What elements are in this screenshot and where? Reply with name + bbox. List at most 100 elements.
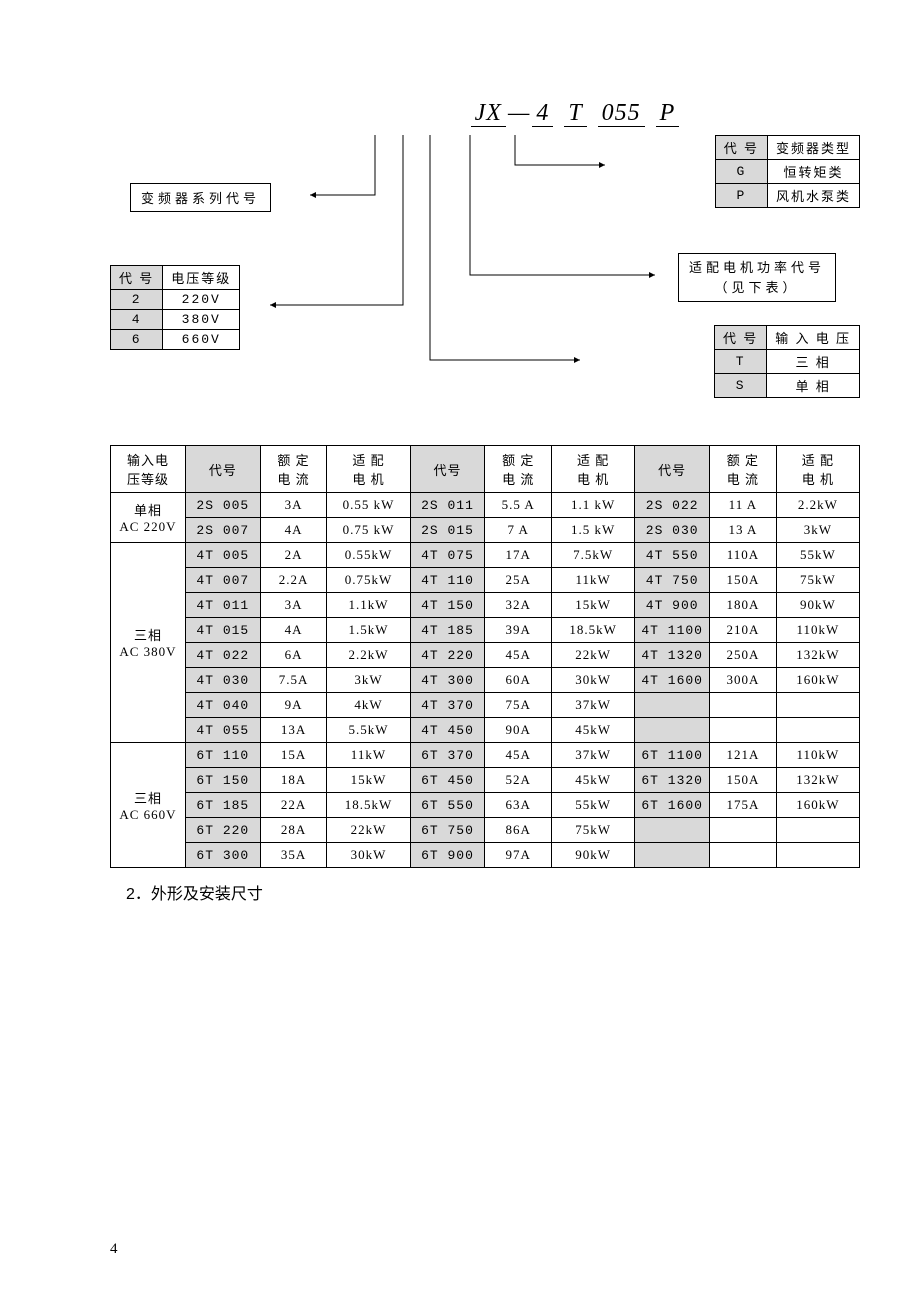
table-row: 6T 22028A22kW6T 75086A75kW: [111, 818, 860, 843]
cell-a2: 52A: [485, 768, 552, 793]
cell-c1: 4T 015: [185, 618, 260, 643]
group-label: 三相AC 660V: [111, 743, 186, 868]
cell-c3: 4T 750: [635, 568, 710, 593]
cell-m1: 4kW: [327, 693, 410, 718]
cell-m1: 0.75 kW: [327, 518, 410, 543]
cell-c2: 4T 150: [410, 593, 485, 618]
model-seg3: 055: [598, 100, 645, 127]
model-prefix: JX: [471, 100, 506, 127]
table-row: 4T 0307.5A3kW4T 30060A30kW4T 1600300A160…: [111, 668, 860, 693]
spec-table: 输入电压等级 代号 额 定电 流 适 配电 机 代号 额 定电 流 适 配电 机…: [110, 445, 860, 868]
cell-a1: 28A: [260, 818, 327, 843]
table-row: 6T 18522A18.5kW6T 55063A55kW6T 1600175A1…: [111, 793, 860, 818]
cell-m2: 75kW: [552, 818, 635, 843]
cell-m1: 0.55 kW: [327, 493, 410, 518]
cell-a2: 97A: [485, 843, 552, 868]
cell-c1: 6T 300: [185, 843, 260, 868]
cell-a2: 39A: [485, 618, 552, 643]
cell-m2: 55kW: [552, 793, 635, 818]
cell-m2: 37kW: [552, 693, 635, 718]
cell-m2: 7.5kW: [552, 543, 635, 568]
table-row: 4T 0154A1.5kW4T 18539A18.5kW4T 1100210A1…: [111, 618, 860, 643]
cell-a2: 25A: [485, 568, 552, 593]
naming-diagram: 变频器系列代号 代 号电压等级 2220V 4380V 6660V 代 号变频器…: [110, 135, 860, 425]
page-number: 4: [110, 1241, 118, 1258]
model-seg4: P: [656, 100, 680, 127]
cell-c3: 4T 1320: [635, 643, 710, 668]
cell-a3: [710, 843, 777, 868]
cell-m2: 18.5kW: [552, 618, 635, 643]
cell-m3: [776, 843, 859, 868]
group-label: 单相AC 220V: [111, 493, 186, 543]
cell-c3: 4T 550: [635, 543, 710, 568]
table-row: 6T 15018A15kW6T 45052A45kW6T 1320150A132…: [111, 768, 860, 793]
cell-c2: 4T 300: [410, 668, 485, 693]
cell-m3: 132kW: [776, 643, 859, 668]
cell-m3: 75kW: [776, 568, 859, 593]
cell-c3: 6T 1320: [635, 768, 710, 793]
cell-a1: 22A: [260, 793, 327, 818]
cell-c2: 6T 750: [410, 818, 485, 843]
cell-m3: 160kW: [776, 793, 859, 818]
cell-c1: 6T 220: [185, 818, 260, 843]
cell-a2: 5.5 A: [485, 493, 552, 518]
cell-a3: 121A: [710, 743, 777, 768]
table-row: 2S 0074A0.75 kW2S 0157 A1.5 kW2S 03013 A…: [111, 518, 860, 543]
cell-m3: 132kW: [776, 768, 859, 793]
cell-m3: 55kW: [776, 543, 859, 568]
cell-a2: 75A: [485, 693, 552, 718]
cell-a3: 180A: [710, 593, 777, 618]
cell-m2: 45kW: [552, 768, 635, 793]
cell-a3: 300A: [710, 668, 777, 693]
inverter-type-table: 代 号变频器类型 G恒转矩类 P风机水泵类: [715, 135, 860, 208]
cell-m2: 1.1 kW: [552, 493, 635, 518]
cell-m3: 90kW: [776, 593, 859, 618]
section-heading: 2．外形及安装尺寸: [126, 880, 860, 904]
cell-c2: 4T 075: [410, 543, 485, 568]
cell-a3: 210A: [710, 618, 777, 643]
cell-a1: 13A: [260, 718, 327, 743]
cell-a1: 2A: [260, 543, 327, 568]
cell-a2: 45A: [485, 643, 552, 668]
cell-c2: 4T 110: [410, 568, 485, 593]
cell-a1: 7.5A: [260, 668, 327, 693]
table-row: 4T 0226A2.2kW4T 22045A22kW4T 1320250A132…: [111, 643, 860, 668]
cell-m1: 1.1kW: [327, 593, 410, 618]
series-label-box: 变频器系列代号: [130, 183, 271, 212]
cell-a1: 15A: [260, 743, 327, 768]
cell-a2: 32A: [485, 593, 552, 618]
spec-table-head: 输入电压等级 代号 额 定电 流 适 配电 机 代号 额 定电 流 适 配电 机…: [111, 446, 860, 493]
cell-c1: 4T 040: [185, 693, 260, 718]
table-row: 4T 0072.2A0.75kW4T 11025A11kW4T 750150A7…: [111, 568, 860, 593]
cell-a1: 18A: [260, 768, 327, 793]
cell-a2: 86A: [485, 818, 552, 843]
cell-m1: 0.55kW: [327, 543, 410, 568]
cell-c3: 4T 900: [635, 593, 710, 618]
cell-c2: 6T 370: [410, 743, 485, 768]
cell-m2: 37kW: [552, 743, 635, 768]
cell-m1: 22kW: [327, 818, 410, 843]
model-code: JX—4 T 055 P: [290, 100, 860, 127]
cell-m3: 160kW: [776, 668, 859, 693]
cell-m3: 110kW: [776, 618, 859, 643]
cell-m1: 1.5kW: [327, 618, 410, 643]
model-seg2: T: [564, 100, 586, 127]
cell-c2: 4T 370: [410, 693, 485, 718]
cell-c3: 4T 1600: [635, 668, 710, 693]
cell-c3: 6T 1600: [635, 793, 710, 818]
cell-a2: 90A: [485, 718, 552, 743]
cell-a3: 110A: [710, 543, 777, 568]
cell-c3: 6T 1100: [635, 743, 710, 768]
input-voltage-table: 代 号输 入 电 压 T三 相 S单 相: [714, 325, 860, 398]
cell-c1: 6T 110: [185, 743, 260, 768]
cell-m1: 15kW: [327, 768, 410, 793]
table-row: 单相AC 220V2S 0053A0.55 kW2S 0115.5 A1.1 k…: [111, 493, 860, 518]
motor-power-label-box: 适配电机功率代号 （见下表）: [678, 253, 836, 302]
table-row: 4T 05513A5.5kW4T 45090A45kW: [111, 718, 860, 743]
cell-a3: 250A: [710, 643, 777, 668]
cell-m1: 18.5kW: [327, 793, 410, 818]
cell-m3: [776, 718, 859, 743]
cell-m3: 2.2kW: [776, 493, 859, 518]
cell-c3: [635, 843, 710, 868]
cell-c2: 6T 550: [410, 793, 485, 818]
